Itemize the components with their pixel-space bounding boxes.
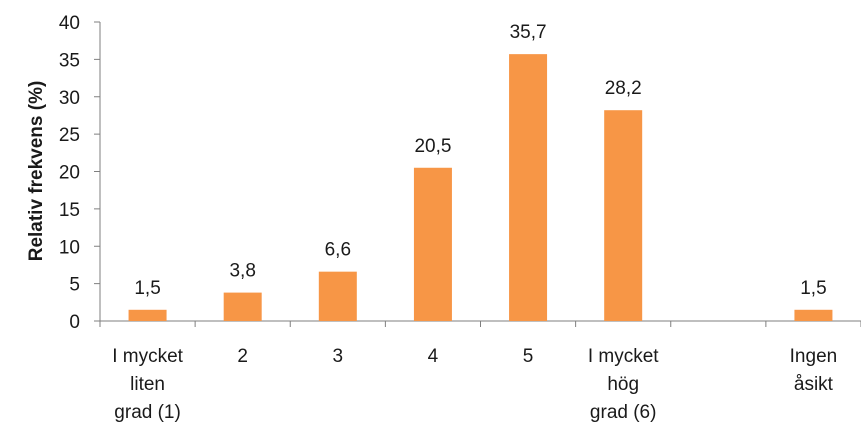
y-tick-label: 5 [69,275,80,296]
bar [413,167,452,321]
bar [128,309,167,321]
bar [794,309,833,321]
y-axis-label: Relativ frekvens (%) [26,81,47,262]
x-category-label: 5 [523,346,534,367]
x-category-label: 4 [428,346,439,367]
y-tick-label: 35 [59,50,80,71]
bar [223,292,262,321]
data-label: 20,5 [414,136,451,157]
y-axis: 0 5 10 15 20 25 30 35 40 [59,13,101,333]
bar [604,110,643,321]
data-label: 3,8 [229,261,255,282]
data-label: 28,2 [605,78,642,99]
x-category-label: Ingen åsikt [790,346,838,395]
y-tick-label: 0 [69,312,80,333]
data-label: 1,5 [800,278,826,299]
y-tick-label: 30 [59,88,80,109]
data-labels: 1,5 3,8 6,6 20,5 35,7 28,2 1,5 [134,22,826,299]
y-tick-label: 25 [59,125,80,146]
x-category-label: 2 [237,346,248,367]
x-category-label: I mycket liten grad (1) [112,346,183,423]
x-category-label: I mycket hög grad (6) [588,346,659,423]
x-category-label: 3 [333,346,344,367]
x-axis: I mycket liten grad (1) 2 3 4 5 I mycket hög grad… [99,320,861,423]
bar [318,271,357,321]
y-tick-label: 40 [59,13,80,34]
bars [128,54,833,322]
data-label: 35,7 [510,22,547,43]
data-label: 6,6 [325,240,351,261]
y-tick-label: 20 [59,163,80,184]
y-tick-label: 15 [59,200,80,221]
y-tick-label: 10 [59,237,80,258]
data-label: 1,5 [134,278,160,299]
bar [509,54,548,322]
